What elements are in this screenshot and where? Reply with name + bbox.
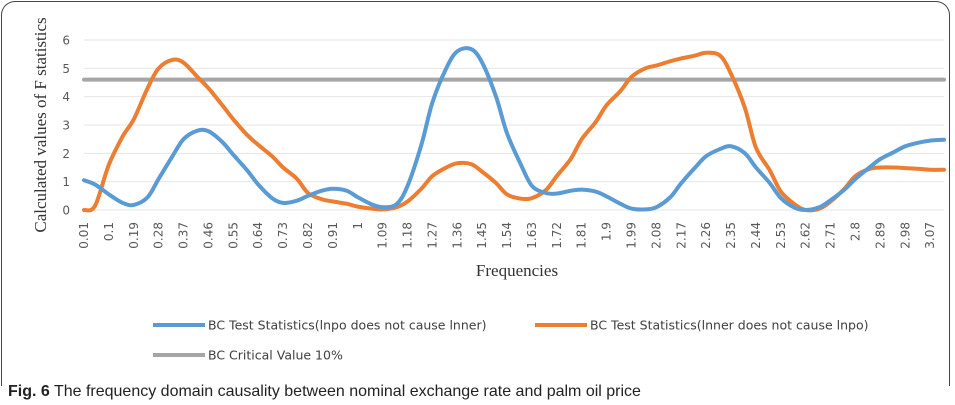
x-tick-label-34: 3.07 [923, 222, 937, 249]
x-tick-label-29: 2.62 [799, 222, 813, 249]
series-line-1 [82, 50, 946, 213]
y-axis: 0 1 2 3 4 5 6 [62, 34, 70, 218]
x-tick-label-32: 2.89 [873, 222, 887, 249]
x-tick-label-23: 2.08 [649, 222, 663, 249]
legend-item-2: BC Critical Value 10% [153, 348, 343, 363]
y-tick-label-0: 0 [62, 204, 70, 218]
x-tick-label-30: 2.71 [824, 222, 838, 249]
x-tick-label-12: 1.09 [376, 222, 390, 249]
x-tick-label-26: 2.35 [724, 222, 738, 249]
chart-frame [1, 1, 950, 386]
caption-text: The frequency domain causality between n… [49, 383, 641, 400]
y-tick-label-3: 3 [62, 119, 70, 133]
series-line-0 [82, 46, 946, 213]
x-tick-label-31: 2.8 [849, 222, 863, 241]
legend-item-1: BC Test Statistics(lnner does not cause … [535, 318, 868, 333]
x-tick-label-15: 1.36 [450, 222, 464, 249]
caption-label: Fig. 6 [8, 383, 50, 400]
x-tick-label-16: 1.45 [475, 222, 489, 249]
x-tick-label-18: 1.63 [525, 222, 539, 249]
legend-label-2: BC Critical Value 10% [208, 348, 343, 363]
x-tick-label-1: 0.1 [102, 222, 116, 241]
x-axis: 0.01 0.1 0.19 0.28 0.37 0.46 0.55 0.64 0.73 0.82 0… [77, 222, 937, 249]
x-tick-label-19: 1.72 [550, 222, 564, 249]
x-tick-label-2: 0.19 [127, 222, 141, 249]
x-tick-label-21: 1.9 [600, 222, 614, 241]
series-lines [82, 46, 946, 213]
y-tick-label-1: 1 [62, 175, 70, 189]
x-tick-label-10: 0.91 [326, 222, 340, 249]
x-tick-label-24: 2.17 [674, 222, 688, 249]
legend: BC Test Statistics(lnpo does not cause l… [153, 318, 868, 363]
x-tick-label-27: 2.44 [749, 222, 763, 249]
legend-item-0: BC Test Statistics(lnpo does not cause l… [153, 318, 486, 333]
x-tick-label-25: 2.26 [699, 222, 713, 249]
x-tick-label-20: 1.81 [575, 222, 589, 249]
x-tick-label-5: 0.46 [201, 222, 215, 249]
y-tick-label-4: 4 [62, 90, 70, 104]
x-axis-title: Frequencies [476, 261, 558, 280]
x-tick-label-4: 0.37 [177, 222, 191, 249]
legend-label-0: BC Test Statistics(lnpo does not cause l… [208, 318, 486, 333]
x-tick-label-7: 0.64 [251, 222, 265, 249]
x-tick-label-22: 1.99 [625, 222, 639, 249]
x-tick-label-11: 1 [351, 222, 365, 230]
x-tick-label-3: 0.28 [152, 222, 166, 249]
x-tick-label-9: 0.82 [301, 222, 315, 249]
x-tick-label-17: 1.54 [500, 222, 514, 249]
y-tick-label-6: 6 [62, 34, 70, 48]
x-tick-label-33: 2.98 [898, 222, 912, 249]
x-tick-label-6: 0.55 [226, 222, 240, 249]
x-tick-label-14: 1.27 [425, 222, 439, 249]
x-tick-label-13: 1.18 [401, 222, 415, 249]
y-axis-title: Calculated values of F statistics [31, 17, 50, 232]
x-tick-label-28: 2.53 [774, 222, 788, 249]
legend-label-1: BC Test Statistics(lnner does not cause … [590, 318, 868, 333]
y-tick-label-2: 2 [62, 147, 70, 161]
x-tick-label-0: 0.01 [77, 222, 91, 249]
x-tick-label-8: 0.73 [276, 222, 290, 249]
y-tick-label-5: 5 [62, 62, 70, 76]
figure-caption: Fig. 6 The frequency domain causality be… [8, 383, 641, 401]
gridlines [84, 39, 944, 211]
